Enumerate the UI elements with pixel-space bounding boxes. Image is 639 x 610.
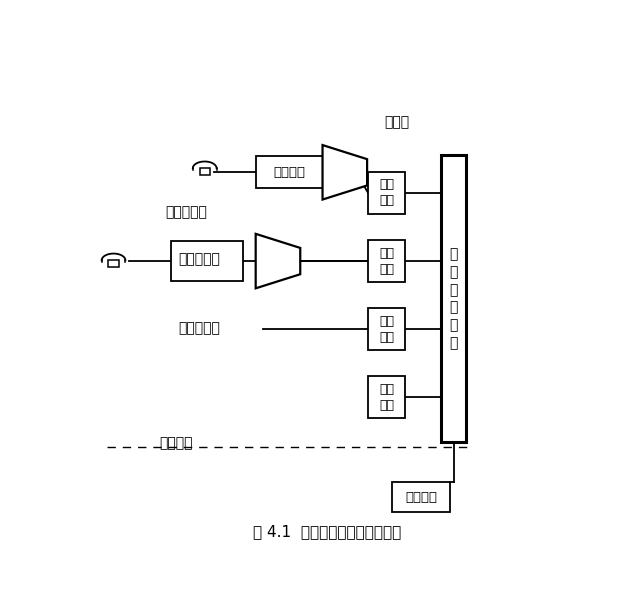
Polygon shape xyxy=(323,145,367,199)
Text: 数字
终端: 数字 终端 xyxy=(379,246,394,276)
Text: 数字
终端: 数字 终端 xyxy=(379,179,394,207)
Text: 图 4.1  程控数字交换机基本结构: 图 4.1 程控数字交换机基本结构 xyxy=(253,523,402,539)
Text: 远端用户级: 远端用户级 xyxy=(166,205,207,219)
Text: 用户级: 用户级 xyxy=(384,115,410,129)
Text: 数
字
交
换
网
络: 数 字 交 换 网 络 xyxy=(450,247,458,350)
Text: 信令
部件: 信令 部件 xyxy=(379,383,394,412)
FancyBboxPatch shape xyxy=(368,172,405,214)
FancyBboxPatch shape xyxy=(171,242,243,281)
Text: 话路设备: 话路设备 xyxy=(160,436,193,450)
FancyBboxPatch shape xyxy=(368,376,405,418)
FancyBboxPatch shape xyxy=(199,168,210,174)
FancyBboxPatch shape xyxy=(368,308,405,350)
FancyBboxPatch shape xyxy=(442,156,466,442)
FancyBboxPatch shape xyxy=(392,482,450,512)
Text: 数字中继线: 数字中继线 xyxy=(178,253,220,267)
FancyBboxPatch shape xyxy=(368,240,405,282)
FancyBboxPatch shape xyxy=(256,156,323,188)
Text: 模拟
终端: 模拟 终端 xyxy=(379,315,394,343)
Text: 用户电路: 用户电路 xyxy=(273,166,305,179)
Polygon shape xyxy=(256,234,300,289)
FancyBboxPatch shape xyxy=(109,260,119,267)
Text: 模拟中继线: 模拟中继线 xyxy=(178,321,220,336)
Text: 控制设备: 控制设备 xyxy=(405,490,437,504)
